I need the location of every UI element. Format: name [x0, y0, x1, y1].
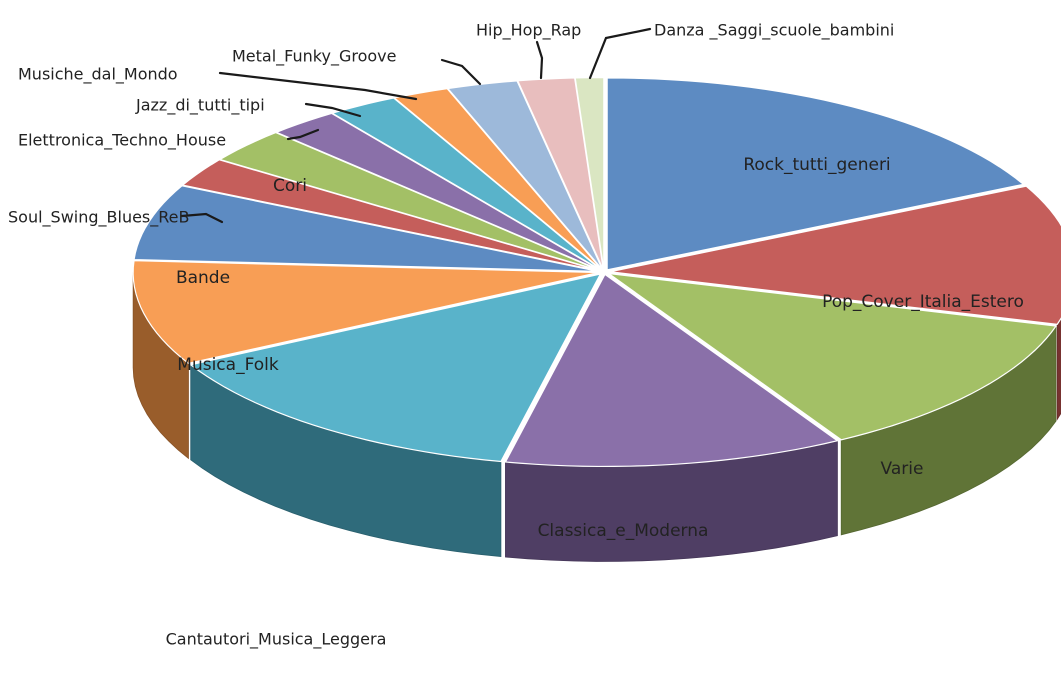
- slice-label-6: Bande: [176, 268, 230, 288]
- slice-11: [393, 87, 603, 271]
- pie-labels: Rock_tutti_generi Pop_Cover_Italia_Estero…: [8, 21, 1024, 650]
- slice-label-9: Elettronica_Techno_House: [18, 131, 226, 151]
- leader-line-14: [588, 27, 652, 80]
- slice-6: [133, 185, 599, 272]
- slice-10: [330, 97, 602, 271]
- slice-label-3: Classica_e_Moderna: [538, 521, 709, 541]
- slice-4: [189, 273, 602, 463]
- leader-line-11: [218, 71, 418, 101]
- slice-5: [132, 260, 599, 365]
- leader-line-12: [440, 58, 482, 86]
- slice-label-13: Hip_Hop_Rap: [476, 21, 581, 41]
- slice-label-1: Pop_Cover_Italia_Estero: [822, 292, 1024, 312]
- slice-side-1: [1056, 317, 1061, 421]
- slice-8: [218, 131, 600, 271]
- slice-label-0: Rock_tutti_generi: [743, 155, 890, 175]
- slice-label-10: Jazz_di_tutti_tipi: [135, 96, 265, 116]
- slice-label-11: Musiche_dal_Mondo: [18, 65, 178, 85]
- leader-line-13: [535, 40, 544, 80]
- slice-12: [446, 80, 603, 270]
- leader-line-9: [286, 128, 320, 141]
- slice-label-14: Danza _Saggi_scuole_bambini: [654, 21, 894, 41]
- slice-2: [608, 272, 1058, 441]
- pie-top-faces: [132, 76, 1061, 468]
- leader-line-10: [304, 102, 362, 118]
- slice-0: [606, 77, 1025, 271]
- pie-side-walls: [132, 272, 1061, 562]
- slice-label-2: Varie: [881, 459, 924, 479]
- slice-9: [274, 112, 601, 271]
- slice-7: [181, 159, 600, 272]
- slice-label-8: Cori: [273, 176, 307, 196]
- leader-line-7: [180, 212, 224, 224]
- slice-1: [609, 185, 1061, 325]
- slice-label-5: Musica_Folk: [177, 355, 279, 375]
- slice-label-4: Cantautori_Musica_Leggera: [166, 630, 387, 650]
- slice-3: [504, 273, 839, 468]
- slice-label-12: Metal_Funky_Groove: [232, 47, 396, 67]
- slice-label-7: Soul_Swing_Blues_ReB: [8, 208, 189, 228]
